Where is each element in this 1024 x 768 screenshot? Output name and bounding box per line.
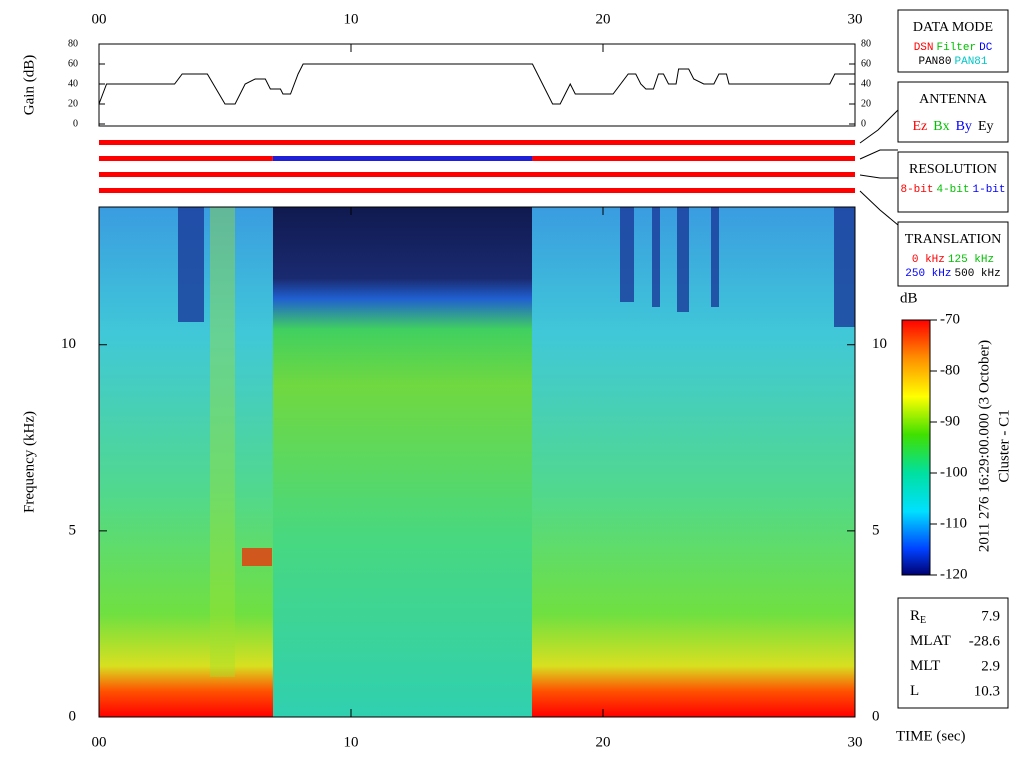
spectrogram-image [99,207,855,717]
y-tick-label: 5 [69,522,77,538]
colorbar-tick-label: -70 [940,311,960,327]
y-tick-label: 10 [61,336,76,352]
status-segment [99,188,855,193]
connectors [859,109,899,226]
info-value: 10.3 [974,683,1000,699]
legend-panel [897,9,1009,73]
y-tick-label: 80 [68,38,78,49]
y-tick-label: 0 [73,118,78,129]
legend-row: DSN Filter DC [914,42,993,54]
spectrogram-frame [98,206,856,718]
info-value: -28.6 [969,633,1001,649]
legend-item: DSN [914,42,934,54]
legend-item: Ez [912,119,927,134]
info-label: MLAT [910,633,951,649]
status-segment [272,156,533,161]
legend-panel [897,81,1009,143]
legend-panel-title: ANTENNA [919,92,988,107]
legend-item: 250 kHz [905,268,951,280]
x-tick-label: 30 [848,11,863,27]
legend-row: 0 kHz 125 kHz [912,254,994,266]
legend-panel-title: RESOLUTION [909,162,997,177]
colorbar [901,319,931,576]
status-segment [99,172,855,177]
legend-panel [897,151,1009,213]
x-tick-label: 10 [344,734,359,750]
legend-item: 0 kHz [912,254,945,266]
x-tick-label: 00 [92,11,107,27]
legend-item: PAN80 [918,56,951,68]
legend-item: DC [979,42,993,54]
legend-item: Ey [978,119,994,134]
frequency-axis-label: Frequency (kHz) [21,411,37,513]
y-tick-label-right: 0 [872,708,880,724]
y-tick-label-right: 40 [861,78,871,89]
legend-item: 1-bit [973,184,1006,196]
date-annotation: 2011 276 16:29:00.000 (3 October) [976,340,992,552]
gain-frame [98,43,856,127]
gain-axis-label: Gain (dB) [21,55,37,115]
y-tick-label: 0 [69,708,77,724]
legend-item: 4-bit [936,184,969,196]
y-tick-label-right: 0 [861,118,866,129]
legend-item: 8-bit [900,184,933,196]
colorbar-tick-label: -120 [940,566,968,582]
info-value: 2.9 [981,658,1000,674]
colorbar-tick-label: -100 [940,464,968,480]
spacecraft-annotation: Cluster - C1 [996,409,1012,482]
x-tick-label: 20 [596,11,611,27]
legend-item: 125 kHz [948,254,994,266]
colorbar-label: dB [900,290,918,306]
legend-panel-title: DATA MODE [913,20,993,35]
colorbar-tick-label: -90 [940,413,960,429]
legend-row: PAN80 PAN81 [918,56,987,68]
x-tick-label: 30 [848,734,863,750]
legend-panel [897,221,1009,287]
colorbar-tick-label: -110 [940,515,967,531]
info-value: 7.9 [981,608,1000,624]
y-tick-label-right: 20 [861,98,871,109]
legend-item: PAN81 [955,56,988,68]
info-label: L [910,683,919,699]
x-tick-label: 10 [344,11,359,27]
x-tick-label: 20 [596,734,611,750]
legend-item: 500 kHz [955,268,1001,280]
y-tick-label: 20 [68,98,78,109]
status-segment [532,156,855,161]
legend-row: Ez Bx By Ey [912,119,993,134]
time-axis-label: TIME (sec) [896,728,966,744]
info-label-text: R [910,608,920,624]
legend-item: Filter [937,42,977,54]
y-tick-label: 40 [68,78,78,89]
info-label-sub: E [920,615,926,626]
legend-row: 8-bit 4-bit 1-bit [900,184,1005,196]
y-tick-label-right: 80 [861,38,871,49]
info-label-text: MLAT [910,633,951,649]
legend-item: By [956,119,972,134]
status-segment [99,140,855,145]
info-label-text: MLT [910,658,940,674]
status-segment [99,156,273,161]
legend-row: 250 kHz 500 kHz [905,268,1000,280]
x-tick-label: 00 [92,734,107,750]
y-tick-label: 60 [68,58,78,69]
y-tick-label-right: 10 [872,336,887,352]
y-tick-label-right: 5 [872,522,880,538]
info-label-text: L [910,683,919,699]
colorbar-tick-label: -80 [940,362,960,378]
legend-panel-title: TRANSLATION [905,232,1001,247]
info-label: RE [910,608,926,626]
info-panel [897,597,1009,709]
y-tick-label-right: 60 [861,58,871,69]
gain-line [98,63,855,105]
legend-item: Bx [933,119,949,134]
info-label: MLT [910,658,940,674]
